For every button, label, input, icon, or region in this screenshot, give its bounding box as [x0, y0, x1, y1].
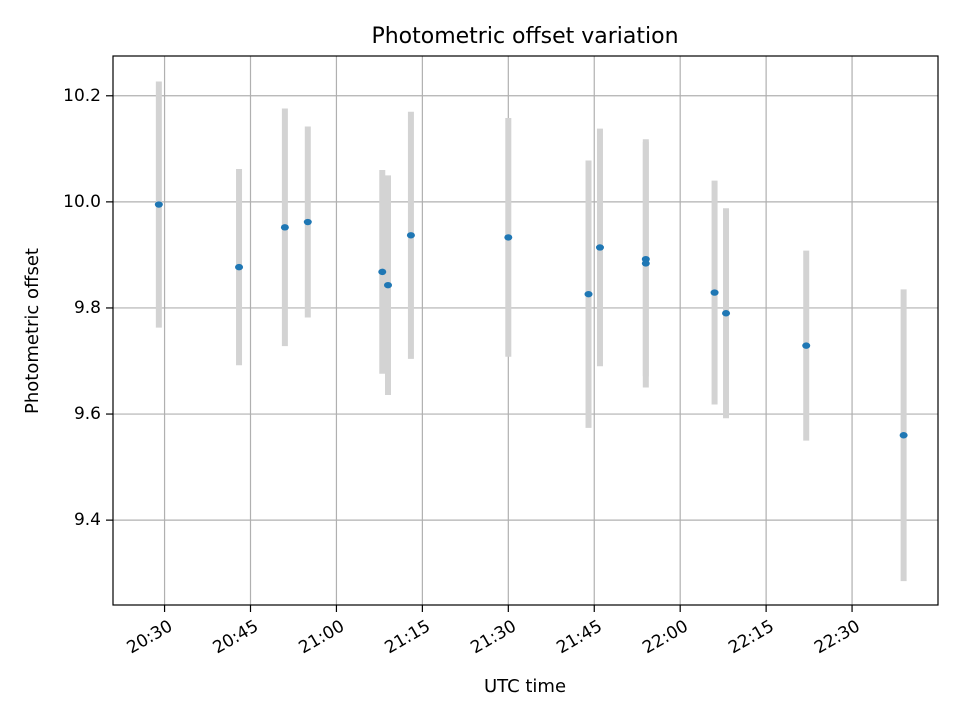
data-point	[899, 432, 908, 439]
data-point	[802, 342, 811, 349]
x-axis-label: UTC time	[484, 676, 566, 697]
y-tick-label: 10.2	[63, 86, 101, 106]
y-axis-label: Photometric offset	[22, 248, 43, 414]
data-point	[280, 224, 289, 231]
data-points	[154, 201, 908, 439]
data-point	[595, 244, 604, 251]
plot-frame	[112, 55, 939, 606]
y-tick-label: 9.6	[74, 404, 101, 424]
y-axis-ticks: 9.4 9.6 9.8 10.0 10.2	[63, 86, 113, 530]
data-point	[235, 263, 244, 271]
data-point	[584, 290, 593, 298]
data-point	[710, 289, 719, 296]
y-tick-label: 10.0	[63, 192, 101, 212]
data-point	[722, 310, 731, 317]
data-point	[504, 234, 513, 241]
data-point	[154, 201, 163, 208]
data-point	[378, 268, 387, 276]
data-point	[641, 255, 650, 263]
y-tick-label: 9.8	[74, 298, 101, 318]
chart-title: Photometric offset variation	[371, 24, 678, 49]
y-tick-label: 9.4	[74, 510, 101, 530]
data-point	[384, 281, 392, 289]
data-point	[406, 232, 415, 239]
data-point	[303, 218, 312, 226]
